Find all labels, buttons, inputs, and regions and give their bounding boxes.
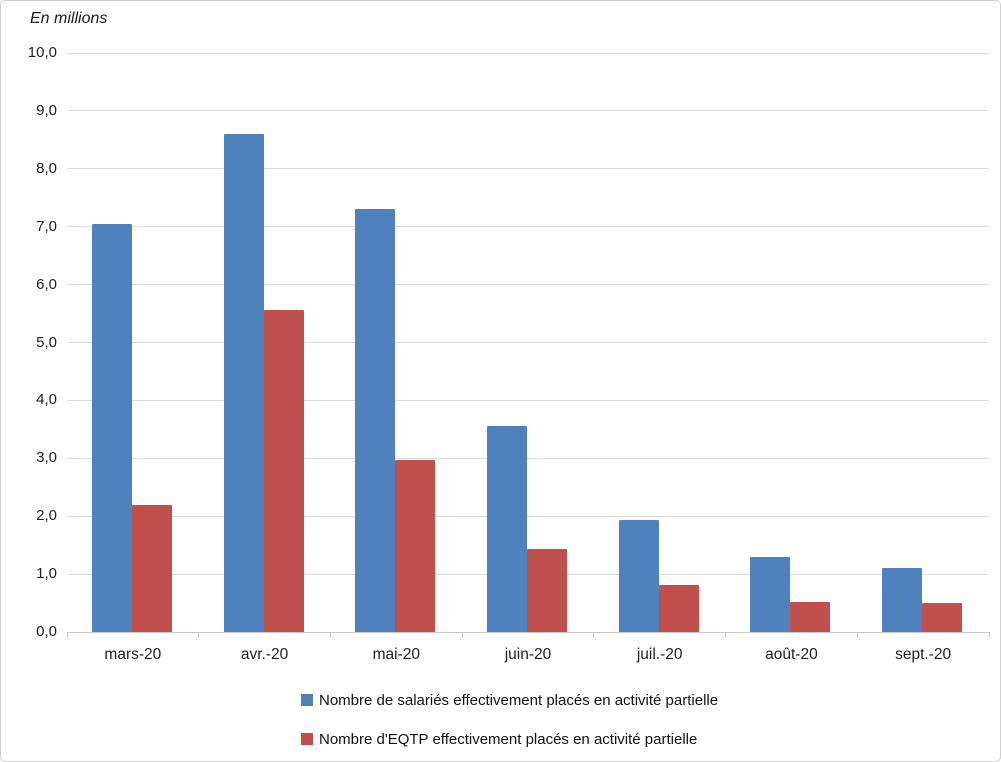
- y-tick-label: 5,0: [36, 333, 57, 351]
- legend-item-eqtp: Nombre d'EQTP effectivement placés en ac…: [301, 730, 698, 748]
- bar-salaries-avr.-20: [223, 134, 264, 632]
- x-axis-tick: [329, 632, 331, 637]
- bar-salaries-sept.-20: [882, 568, 923, 632]
- gridline: [67, 515, 989, 517]
- x-axis-tick: [198, 632, 200, 637]
- legend-swatch-blue-icon: [301, 694, 313, 706]
- gridline: [67, 457, 989, 459]
- x-category-label: mars-20: [104, 646, 162, 663]
- gridline: [67, 342, 989, 343]
- x-category-label: sept.-20: [895, 646, 952, 663]
- x-axis-tick: [461, 632, 463, 637]
- x-category-label: avr.-20: [240, 646, 289, 663]
- y-tick-label: 3,0: [36, 449, 57, 467]
- gridline: [67, 110, 989, 112]
- bar-eqtp-juin-20: [527, 548, 567, 632]
- gridline: [67, 284, 989, 286]
- bar-eqtp-mai-20: [395, 460, 436, 632]
- legend-label: Nombre d'EQTP effectivement placés en ac…: [319, 730, 698, 748]
- bar-eqtp-juil.-20: [658, 585, 699, 632]
- y-tick-label: 7,0: [36, 217, 57, 235]
- x-category-label: août-20: [765, 646, 818, 663]
- legend-item-salaries: Nombre de salariés effectivement placés …: [301, 691, 719, 709]
- x-category-label: juin-20: [504, 646, 552, 663]
- bar-salaries-juin-20: [487, 426, 527, 632]
- y-tick-label: 9,0: [36, 101, 57, 119]
- bar-eqtp-sept.-20: [922, 603, 963, 632]
- gridline: [67, 226, 989, 228]
- bar-eqtp-avr.-20: [263, 309, 304, 632]
- y-tick-label: 4,0: [36, 391, 57, 409]
- x-category-label: mai-20: [372, 646, 420, 663]
- gridline: [67, 168, 989, 170]
- legend-swatch-red-icon: [301, 733, 313, 745]
- bar-eqtp-août-20: [790, 601, 831, 632]
- x-axis-tick: [725, 632, 727, 637]
- x-axis-tick: [593, 632, 595, 637]
- y-tick-label: 2,0: [36, 507, 57, 525]
- x-axis-tick: [988, 632, 990, 637]
- gridline: [67, 52, 989, 54]
- bar-eqtp-mars-20: [131, 504, 172, 632]
- gridline: [67, 399, 989, 401]
- x-category-label: juil.-20: [636, 646, 683, 663]
- plot-area: [66, 52, 990, 637]
- y-tick-label: 10,0: [27, 44, 57, 61]
- x-axis-tick: [856, 632, 858, 637]
- y-tick-label: 6,0: [36, 275, 57, 293]
- bar-salaries-juil.-20: [618, 520, 659, 632]
- bar-salaries-mars-20: [91, 223, 132, 632]
- x-axis-tick: [66, 632, 68, 637]
- y-tick-label: 1,0: [36, 565, 57, 583]
- bar-salaries-mai-20: [355, 209, 396, 632]
- x-axis-line: [67, 631, 989, 633]
- axis-units-title: En millions: [30, 10, 108, 27]
- bar-salaries-août-20: [750, 556, 791, 632]
- y-tick-label: 0,0: [36, 623, 57, 640]
- y-tick-label: 8,0: [36, 159, 57, 177]
- legend-label: Nombre de salariés effectivement placés …: [319, 691, 719, 709]
